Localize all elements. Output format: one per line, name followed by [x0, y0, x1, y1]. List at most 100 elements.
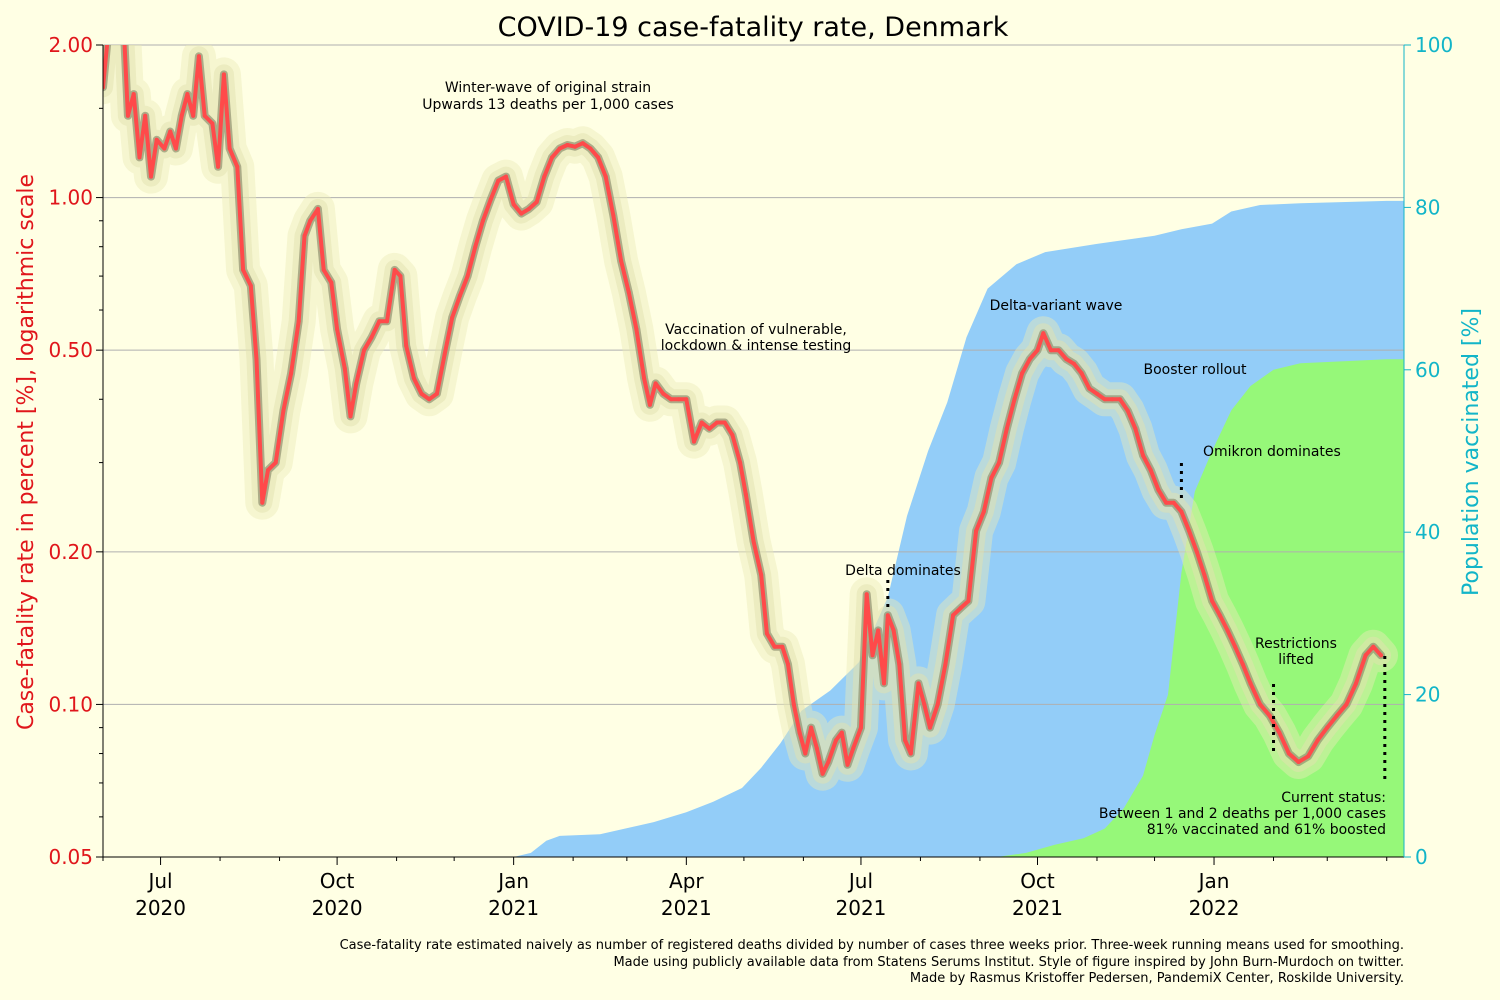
- cfr-point-41: [369, 335, 374, 340]
- cfr-point-14: [191, 113, 196, 118]
- cfr-point-111: [870, 653, 875, 658]
- annotation-winter-wave-line2: Upwards 13 deaths per 1,000 cases: [422, 97, 673, 113]
- cfr-point-79: [653, 381, 658, 386]
- cfr-point-73: [611, 213, 616, 218]
- cfr-point-170: [1315, 738, 1320, 743]
- cfr-point-122: [935, 702, 940, 707]
- left-tick-label-5: 0.05: [48, 845, 93, 869]
- cfr-point-173: [1344, 702, 1349, 707]
- cfr-point-104: [826, 760, 831, 764]
- cfr-point-92: [751, 539, 756, 544]
- right-tick-label-1: 80: [1415, 195, 1440, 219]
- cfr-point-6: [143, 113, 148, 118]
- cfr-point-3: [125, 113, 130, 118]
- cfr-point-84: [692, 439, 696, 444]
- cfr-point-28: [281, 408, 286, 413]
- cfr-point-171: [1325, 725, 1330, 730]
- cfr-point-150: [1148, 468, 1153, 473]
- cfr-point-165: [1267, 713, 1272, 718]
- cfr-point-21: [235, 164, 240, 169]
- cfr-point-32: [308, 218, 313, 223]
- boosted-area: [997, 359, 1404, 857]
- cfr-point-82: [676, 397, 681, 402]
- cfr-point-65: [550, 155, 554, 160]
- cfr-point-81: [669, 397, 673, 402]
- cfr-line: [103, 45, 1383, 776]
- cfr-point-68: [573, 144, 577, 149]
- cfr-point-141: [1079, 371, 1084, 376]
- x-tick-year-4: 2021: [836, 896, 887, 920]
- cfr-point-35: [329, 280, 334, 285]
- cfr-point-75: [626, 290, 631, 295]
- cfr-point-138: [1056, 348, 1061, 353]
- x-tick-label-0: Jul: [146, 869, 172, 893]
- cfr-point-77: [642, 376, 647, 381]
- cfr-point-168: [1296, 760, 1301, 764]
- cfr-point-176: [1371, 644, 1376, 649]
- cfr-point-167: [1286, 751, 1291, 756]
- cfr-point-95: [772, 644, 777, 649]
- cfr-point-71: [596, 155, 601, 160]
- cfr-point-158: [1210, 599, 1215, 603]
- right-tick-label-0: 100: [1415, 33, 1453, 57]
- cfr-point-172: [1334, 713, 1339, 718]
- cfr-point-133: [1020, 371, 1025, 376]
- cfr-point-29: [289, 371, 294, 376]
- x-tick-label-2: Jan: [496, 869, 529, 893]
- x-tick-year-3: 2021: [661, 896, 712, 920]
- cfr-point-117: [903, 738, 908, 743]
- cfr-point-112: [876, 628, 881, 633]
- cfr-point-40: [362, 348, 366, 353]
- cfr-point-175: [1363, 653, 1368, 658]
- cfr-point-159: [1217, 613, 1222, 618]
- x-tick-year-2: 2021: [488, 896, 539, 920]
- cfr-point-17: [210, 121, 215, 126]
- cfr-point-33: [315, 206, 320, 211]
- annotations: Winter-wave of original strain Upwards 1…: [422, 80, 1386, 838]
- cfr-point-120: [922, 702, 927, 707]
- cfr-point-121: [928, 725, 932, 730]
- cfr-point-162: [1240, 662, 1245, 667]
- cfr-point-2: [122, 32, 126, 36]
- cfr-point-23: [248, 283, 253, 288]
- cfr-point-137: [1048, 348, 1053, 353]
- cfr-point-105: [834, 738, 838, 743]
- chart-title: COVID-19 case-fatality rate, Denmark: [498, 12, 1009, 43]
- cfr-point-7: [149, 174, 153, 179]
- cfr-point-163: [1248, 681, 1253, 686]
- cfr-point-93: [759, 573, 764, 577]
- cfr-point-76: [634, 327, 639, 332]
- cfr-point-148: [1133, 426, 1138, 431]
- cfr-point-145: [1110, 397, 1115, 402]
- footer: Case-fatality rate estimated naively as …: [340, 938, 1404, 986]
- annotation-vaccination-line1: Vaccination of vulnerable,: [665, 322, 847, 338]
- right-tick-label-4: 20: [1415, 683, 1440, 707]
- right-axis-label: Population vaccinated [%]: [1459, 308, 1484, 596]
- cfr-point-164: [1258, 702, 1263, 707]
- cfr-point-56: [480, 218, 485, 223]
- cfr-point-46: [404, 343, 409, 348]
- cfr-point-67: [565, 143, 570, 147]
- cfr-point-26: [266, 468, 270, 473]
- cfr-point-161: [1233, 644, 1238, 649]
- cfr-point-153: [1171, 500, 1176, 505]
- cfr-point-97: [786, 662, 790, 667]
- x-tick-label-3: Apr: [669, 869, 704, 893]
- x-tick-label-1: Oct: [320, 869, 355, 893]
- cfr-point-126: [966, 599, 971, 603]
- cfr-point-61: [519, 211, 524, 216]
- x-tick-year-6: 2022: [1189, 896, 1240, 920]
- cfr-point-4: [131, 92, 136, 97]
- cfr-point-128: [981, 509, 986, 514]
- cfr-point-166: [1277, 730, 1282, 735]
- cfr-point-147: [1125, 408, 1130, 413]
- cfr-point-42: [377, 319, 382, 324]
- cfr-point-90: [738, 460, 743, 465]
- cfr-point-177: [1379, 653, 1383, 658]
- cfr-point-83: [684, 397, 689, 402]
- cfr-point-96: [780, 644, 785, 649]
- x-tick-year-1: 2020: [312, 896, 363, 920]
- cfr-point-174: [1354, 681, 1358, 686]
- cfr-point-30: [296, 319, 301, 324]
- cfr-point-45: [398, 274, 403, 279]
